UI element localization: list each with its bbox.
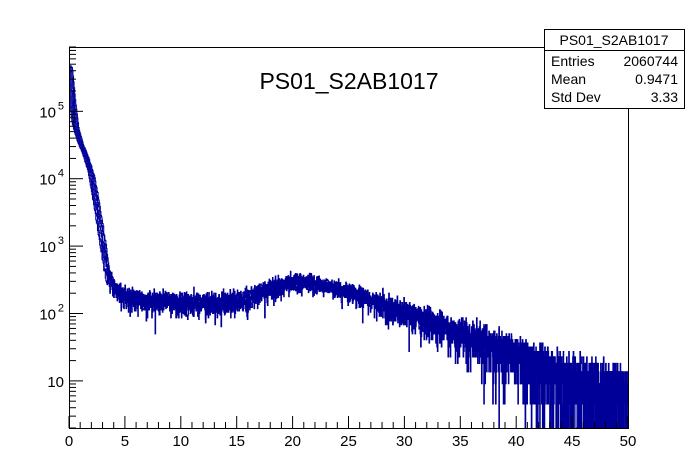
- stats-stddev-value: 3.33: [651, 89, 678, 105]
- stats-mean-label: Mean: [551, 71, 586, 87]
- y-tick-label: 10: [39, 239, 56, 256]
- histogram-series: [69, 64, 628, 429]
- x-tick-label: 15: [228, 433, 245, 450]
- stats-box: PS01_S2AB1017 Entries 2060744 Mean 0.947…: [544, 29, 685, 109]
- x-tick-label: 5: [121, 433, 129, 450]
- x-tick-label: 30: [396, 433, 413, 450]
- y-tick-label: 10: [39, 306, 56, 323]
- y-tick-label: 10: [39, 104, 56, 121]
- x-tick-label: 50: [620, 433, 637, 450]
- x-tick-label: 0: [65, 433, 73, 450]
- chart-title: PS01_S2AB1017: [259, 68, 438, 94]
- y-tick-label: 10: [39, 172, 56, 189]
- plot-frame: [69, 47, 629, 429]
- x-tick-label: 40: [508, 433, 525, 450]
- x-tick-label: 45: [564, 433, 581, 450]
- x-axis: 0 5 10 15 20 25 30 35 40 45 50: [65, 416, 637, 450]
- histogram-curve: [69, 98, 628, 429]
- stats-box-name: PS01_S2AB1017: [560, 32, 669, 48]
- x-tick-label: 10: [172, 433, 189, 450]
- y-tick-exponent: 2: [58, 302, 64, 314]
- x-tick-label: 25: [340, 433, 357, 450]
- stats-entries-label: Entries: [551, 53, 595, 69]
- y-tick-exponent: 3: [58, 235, 64, 247]
- x-tick-label: 20: [284, 433, 301, 450]
- x-tick-label: 35: [452, 433, 469, 450]
- y-tick-label: 10: [47, 374, 64, 391]
- y-tick-exponent: 4: [58, 168, 64, 180]
- stats-entries-value: 2060744: [623, 53, 678, 69]
- y-tick-exponent: 5: [58, 100, 64, 112]
- stats-stddev-label: Std Dev: [551, 89, 601, 105]
- stats-mean-value: 0.9471: [635, 71, 678, 87]
